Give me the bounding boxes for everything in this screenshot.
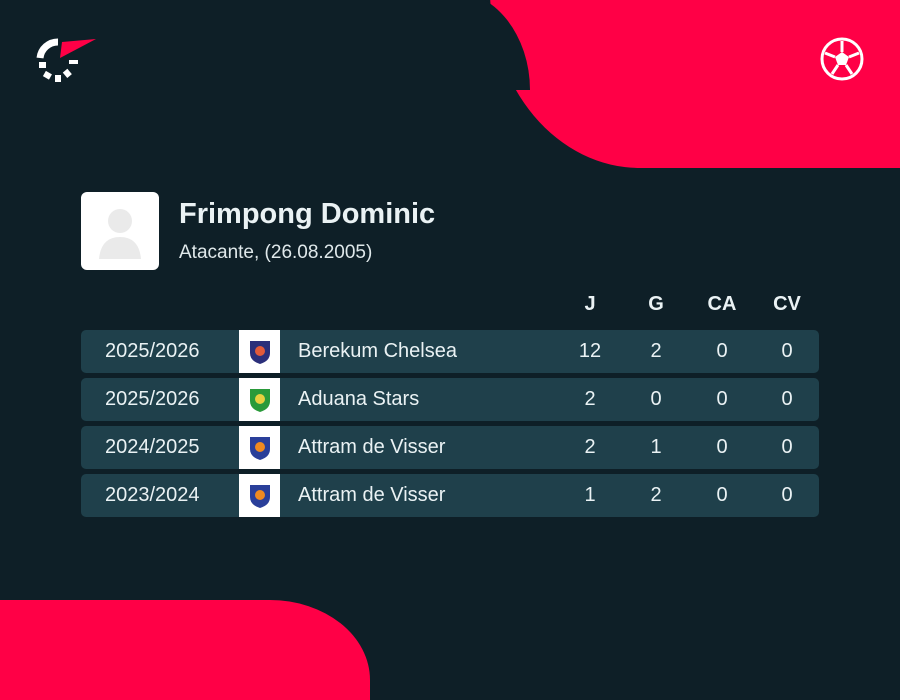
- table-row[interactable]: 2025/2026 Aduana Stars 2 0 0 0: [81, 378, 819, 421]
- team-name[interactable]: Berekum Chelsea: [298, 340, 457, 362]
- player-silhouette-icon: [99, 209, 141, 259]
- team-badge-icon: [239, 474, 280, 517]
- team-badge-icon: [239, 378, 280, 421]
- stat-ca: 0: [716, 340, 728, 362]
- stat-cv: 0: [781, 388, 793, 410]
- team-name[interactable]: Attram de Visser: [298, 484, 446, 506]
- stat-ca: 0: [716, 388, 728, 410]
- stat-j: 12: [578, 340, 602, 362]
- season: 2025/2026: [105, 388, 200, 410]
- stat-g: 0: [650, 388, 662, 410]
- stat-j: 1: [584, 484, 596, 506]
- stat-g: 1: [650, 436, 662, 458]
- stat-ca: 0: [716, 484, 728, 506]
- stat-cv: 0: [781, 436, 793, 458]
- player-name: Frimpong Dominic: [179, 198, 436, 230]
- stat-cv: 0: [781, 340, 793, 362]
- col-ca: CA: [707, 293, 737, 315]
- season: 2025/2026: [105, 340, 200, 362]
- table-row[interactable]: 2023/2024 Attram de Visser 1 2 0 0: [81, 474, 819, 517]
- football-icon[interactable]: [820, 37, 864, 81]
- stat-j: 2: [584, 436, 596, 458]
- stat-ca: 0: [716, 436, 728, 458]
- season: 2024/2025: [105, 436, 200, 458]
- decor-bottom: [0, 600, 370, 700]
- stat-cv: 0: [781, 484, 793, 506]
- table-row[interactable]: 2025/2026 Berekum Chelsea 12 2 0 0: [81, 330, 819, 373]
- flashscore-logo-icon: [36, 38, 96, 82]
- stat-j: 2: [584, 388, 596, 410]
- team-badge-icon: [239, 426, 280, 469]
- stat-g: 2: [650, 340, 662, 362]
- team-name[interactable]: Attram de Visser: [298, 436, 446, 458]
- col-j: J: [584, 293, 596, 315]
- season: 2023/2024: [105, 484, 200, 506]
- col-g: G: [648, 293, 664, 315]
- col-cv: CV: [773, 293, 801, 315]
- decor-top: [450, 0, 900, 168]
- team-name[interactable]: Aduana Stars: [298, 388, 420, 410]
- stat-g: 2: [650, 484, 662, 506]
- team-badge-icon: [239, 330, 280, 373]
- player-avatar: [81, 192, 159, 270]
- player-details: Atacante, (26.08.2005): [179, 242, 373, 263]
- table-row[interactable]: 2024/2025 Attram de Visser 2 1 0 0: [81, 426, 819, 469]
